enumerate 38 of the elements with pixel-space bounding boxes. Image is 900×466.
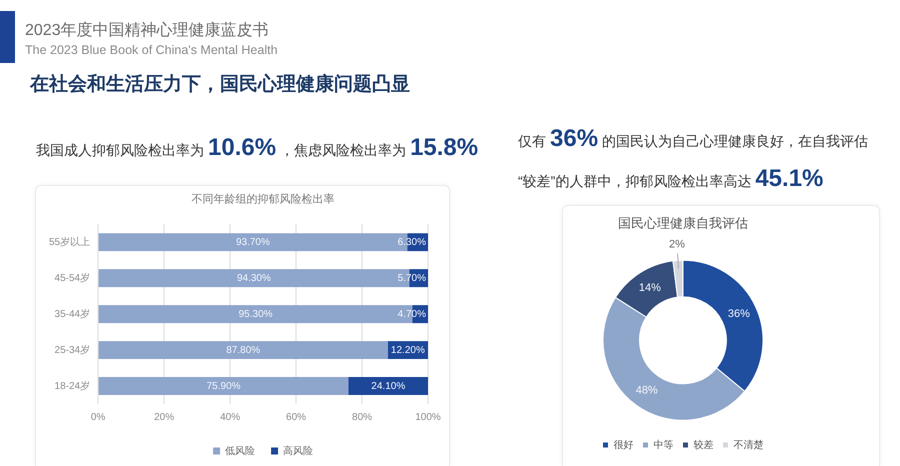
data-label: 36% [728, 308, 750, 320]
data-label: 95.30% [238, 308, 273, 320]
x-tick-label: 100% [415, 412, 441, 423]
bar [98, 377, 348, 396]
text: The 2023 Blue Book of China's Mental Health [25, 42, 278, 58]
chart-title: 国民心理健康自我评估 [618, 215, 748, 230]
chart-title: 不同年龄组的抑郁风险检出率 [192, 192, 335, 206]
data-label: 6.30% [398, 236, 426, 248]
text: 在社会和生活压力下，国民心理健康问题凸显 [30, 72, 411, 97]
legend-label: 很好 [614, 440, 634, 451]
legend-label: 中等 [654, 438, 674, 451]
bar [98, 341, 388, 360]
x-tick-label: 0% [90, 412, 106, 423]
data-label: 93.70% [236, 236, 270, 248]
bar [348, 377, 428, 396]
y-tick-label: 45-54岁 [54, 272, 90, 284]
legend-label: 不清楚 [734, 438, 764, 451]
data-label: 14% [638, 282, 662, 294]
y-tick-label: 25-34岁 [54, 344, 90, 356]
data-label: 12.20% [390, 344, 425, 356]
x-tick-label: 20% [154, 412, 174, 423]
data-label: 75.90% [206, 380, 241, 392]
data-label: 24.10% [371, 380, 406, 392]
legend-label: 较差 [694, 438, 714, 451]
legend-label: 低风险 [225, 444, 256, 457]
data-label: 2% [669, 238, 686, 251]
text: 2023年度中国精神心理健康蓝皮书 [25, 21, 269, 41]
y-tick-label: 55岁以上 [49, 236, 90, 248]
legend-label: 高风险 [283, 444, 314, 457]
data-label: 5.70% [398, 272, 426, 284]
data-label: 94.30% [236, 272, 271, 284]
y-tick-label: 35-44岁 [54, 308, 90, 320]
y-tick-label: 18-24岁 [54, 380, 90, 392]
x-tick-label: 80% [352, 412, 372, 423]
data-label: 48% [636, 384, 658, 396]
data-label: 87.80% [226, 344, 260, 356]
x-tick-label: 60% [286, 412, 306, 423]
x-tick-label: 40% [220, 412, 240, 423]
